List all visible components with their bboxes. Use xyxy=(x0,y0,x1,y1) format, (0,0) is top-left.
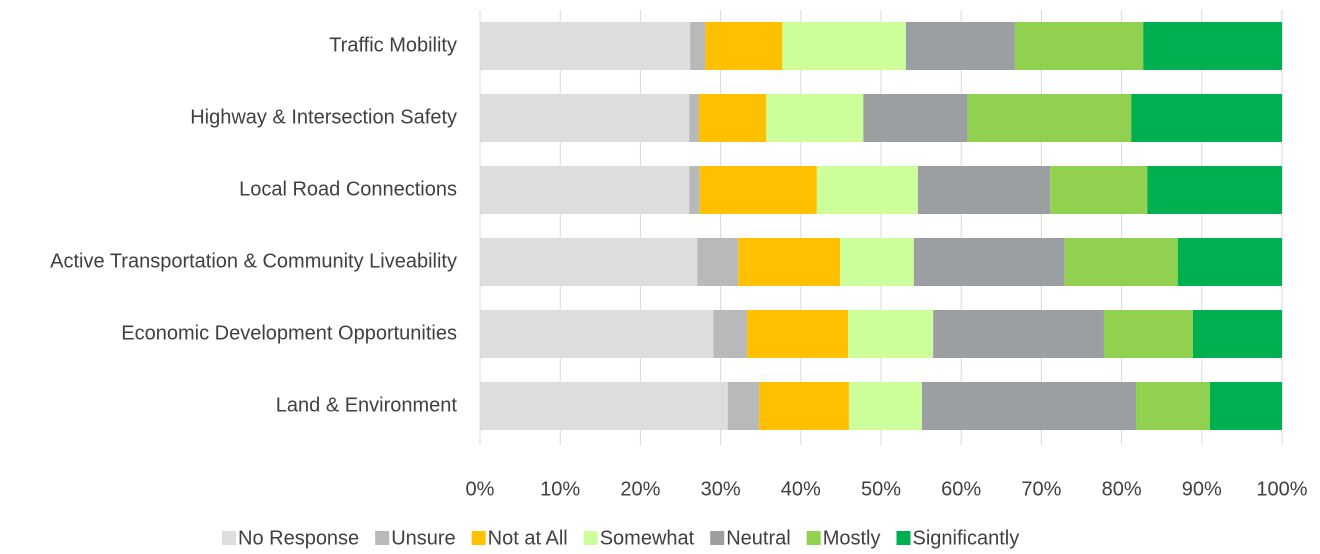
legend-label: Mostly xyxy=(823,527,881,549)
x-tick-label: 100% xyxy=(1256,478,1307,500)
legend-swatch xyxy=(806,531,821,545)
bar-segment xyxy=(480,382,728,430)
bar-segment xyxy=(1131,94,1282,142)
y-tick-label: Economic Development Opportunities xyxy=(121,322,457,344)
bar-segment xyxy=(727,382,760,430)
y-tick-label: Traffic Mobility xyxy=(329,34,457,56)
legend-label: Somewhat xyxy=(600,527,695,549)
bar-segment xyxy=(480,166,690,214)
bar-segment xyxy=(1103,310,1193,358)
x-tick-label: 70% xyxy=(1021,478,1061,500)
y-tick-label: Highway & Intersection Safety xyxy=(190,106,457,128)
x-tick-label: 90% xyxy=(1182,478,1222,500)
bar-segment xyxy=(1014,22,1144,70)
legend-label: No Response xyxy=(238,527,359,549)
bar-segment xyxy=(967,94,1132,142)
bar-segment xyxy=(905,22,1015,70)
bar-segment xyxy=(766,94,864,142)
x-tick-label: 10% xyxy=(540,478,580,500)
x-tick-label: 60% xyxy=(941,478,981,500)
bar-segment xyxy=(1143,22,1282,70)
x-tick-label: 30% xyxy=(701,478,741,500)
bar-segment xyxy=(480,238,698,286)
bar-segment xyxy=(738,238,841,286)
bar-segment xyxy=(848,382,922,430)
bar-segment xyxy=(816,166,918,214)
bar-segment xyxy=(1209,382,1282,430)
x-tick-label: 20% xyxy=(620,478,660,500)
bar-segment xyxy=(690,22,706,70)
bar-segment xyxy=(1050,166,1148,214)
bar-segment xyxy=(933,310,1104,358)
x-tick-label: 50% xyxy=(861,478,901,500)
bar-segment xyxy=(1192,310,1282,358)
bar-segment xyxy=(917,166,1051,214)
x-tick-label: 40% xyxy=(781,478,821,500)
bar-segment xyxy=(1136,382,1210,430)
bar-segment xyxy=(921,382,1137,430)
legend-swatch xyxy=(375,531,390,545)
bar-segment xyxy=(705,22,783,70)
bar-segment xyxy=(480,94,690,142)
bar-segment xyxy=(782,22,906,70)
bar-segment xyxy=(689,94,699,142)
bar-segment xyxy=(759,382,849,430)
bar-segment xyxy=(1147,166,1282,214)
legend-label: Significantly xyxy=(913,527,1020,549)
bar-segment xyxy=(848,310,934,358)
bar-segment xyxy=(913,238,1065,286)
y-tick-label: Local Road Connections xyxy=(239,178,457,200)
legend-swatch xyxy=(583,531,598,545)
bar-segment xyxy=(689,166,700,214)
bar-segment xyxy=(840,238,914,286)
x-tick-label: 80% xyxy=(1102,478,1142,500)
bar-segment xyxy=(1064,238,1178,286)
bar-segment xyxy=(699,166,817,214)
legend-swatch xyxy=(222,531,236,545)
x-tick-label: 0% xyxy=(466,478,495,500)
bar-segment xyxy=(480,22,691,70)
bar-segment xyxy=(747,310,849,358)
legend-label: Not at All xyxy=(488,527,568,549)
bar-segment xyxy=(480,310,714,358)
legend-label: Unsure xyxy=(391,527,455,549)
legend-swatch xyxy=(471,531,486,545)
bar-segment xyxy=(863,94,968,142)
legend-label: Neutral xyxy=(726,527,790,549)
y-tick-label: Land & Environment xyxy=(276,394,458,416)
bar-segment xyxy=(713,310,748,358)
bar-segment xyxy=(698,94,767,142)
bar-segment xyxy=(697,238,739,286)
y-tick-label: Active Transportation & Community Liveab… xyxy=(50,250,457,272)
legend-swatch xyxy=(710,531,725,545)
bar-segment xyxy=(1177,238,1282,286)
legend-swatch xyxy=(896,531,911,545)
